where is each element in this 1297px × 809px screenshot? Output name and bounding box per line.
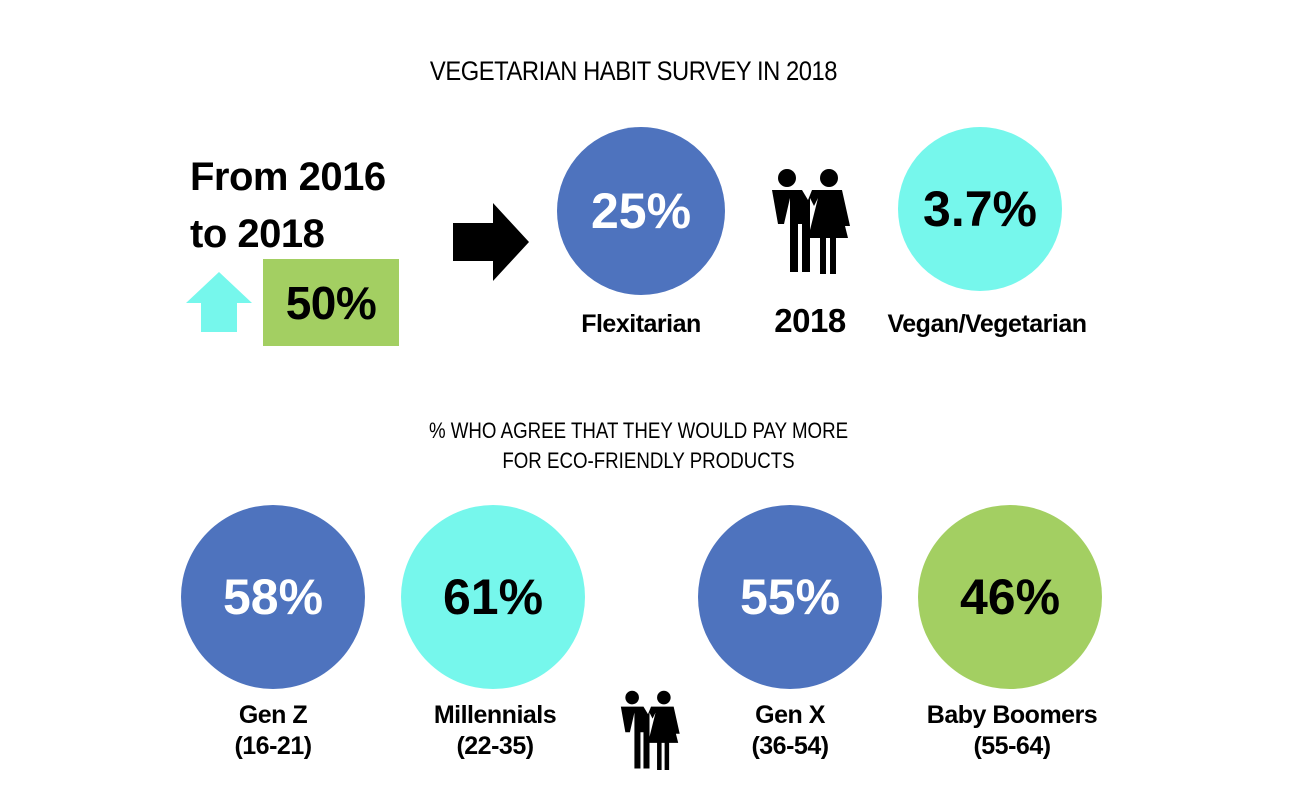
gen-label: Baby Boomers (55-64) (882, 700, 1142, 762)
people-icon (620, 690, 680, 770)
gen-label: Millennials (22-35) (365, 700, 625, 762)
arrow-up-icon (186, 272, 252, 332)
gen-label: Gen Z (16-21) (143, 700, 403, 762)
gen-name: Gen Z (238, 701, 308, 729)
gen-range: (55-64) (973, 732, 1051, 760)
stat-label: Vegan/Vegetarian (887, 310, 1087, 338)
stat-value: 3.7% (923, 181, 1037, 237)
gen-value: 58% (222, 569, 324, 625)
year-label: 2018 (774, 302, 846, 339)
page-title: VEGETARIAN HABIT SURVEY IN 2018 (429, 56, 838, 86)
change-line2: to 2018 (190, 212, 325, 256)
gen-circle-millennials: 61% (401, 505, 585, 689)
gen-value: 55% (739, 569, 841, 625)
gen-value: 46% (959, 569, 1061, 625)
gen-name: Baby Boomers (926, 701, 1098, 729)
subtitle-line2: FOR ECO-FRIENDLY PRODUCTS (502, 448, 795, 473)
gen-value: 61% (442, 569, 544, 625)
gen-circle-gen-x: 55% (698, 505, 882, 689)
subtitle-line1: % WHO AGREE THAT THEY WOULD PAY MORE (428, 418, 849, 443)
people-icon (772, 169, 850, 274)
stat-label: Flexitarian (581, 310, 701, 338)
change-value-box: 50% (263, 259, 399, 346)
change-line1: From 2016 (190, 155, 386, 199)
gen-range: (36-54) (751, 732, 829, 760)
gen-label: Gen X (36-54) (660, 700, 920, 762)
gen-name: Gen X (755, 701, 825, 729)
stat-value: 25% (590, 183, 692, 239)
gen-circle-baby-boomers: 46% (918, 505, 1102, 689)
gen-name: Millennials (433, 701, 557, 729)
gen-range: (16-21) (234, 732, 312, 760)
change-value: 50% (285, 276, 377, 329)
gen-range: (22-35) (456, 732, 534, 760)
stat-circle-flexitarian: 25% (557, 127, 725, 295)
arrow-right-icon (453, 203, 529, 281)
gen-circle-gen-z: 58% (181, 505, 365, 689)
stat-circle-vegan: 3.7% (898, 127, 1062, 291)
